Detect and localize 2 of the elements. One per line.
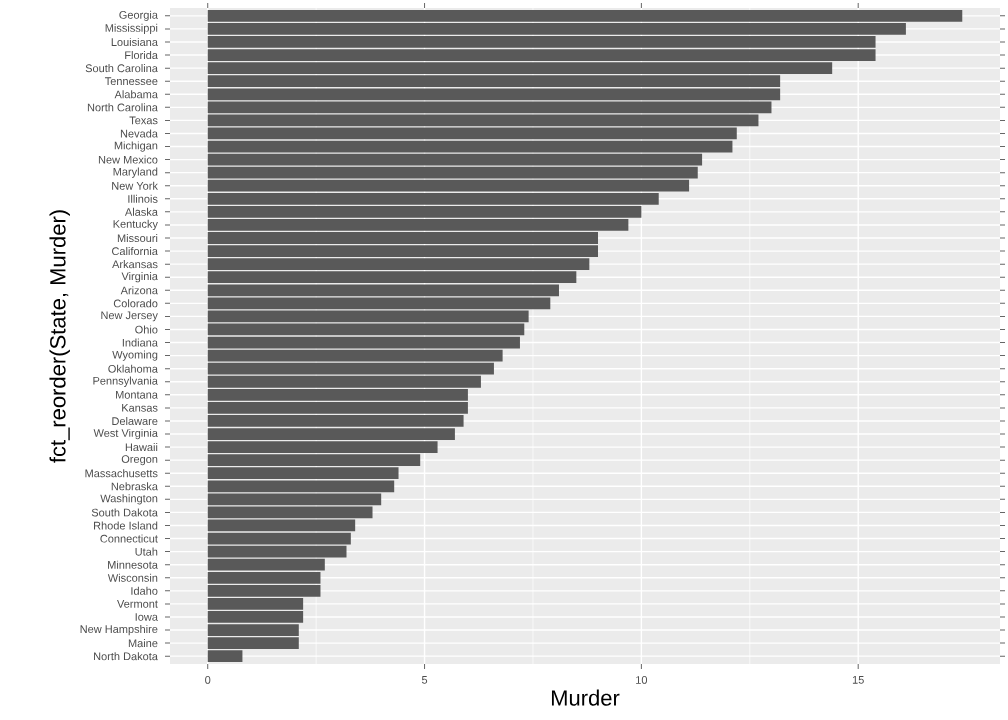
y-axis-title: fct_reorder(State, Murder) <box>49 210 70 463</box>
x-axis-title: Murder <box>551 689 620 706</box>
